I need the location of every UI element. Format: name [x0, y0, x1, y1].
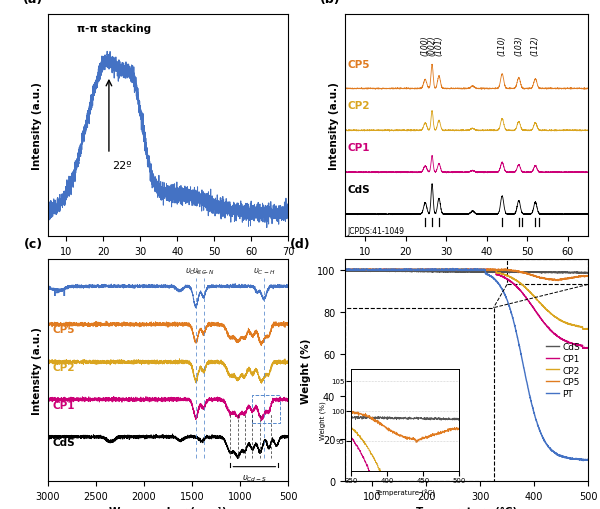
PT — [341, 267, 349, 273]
CP2 — [341, 267, 349, 273]
Text: PT: PT — [53, 287, 68, 297]
Text: $\upsilon_{Cd-S}$: $\upsilon_{Cd-S}$ — [242, 473, 267, 483]
Text: CP2: CP2 — [347, 101, 370, 111]
Text: $\upsilon_{C-H}$: $\upsilon_{C-H}$ — [253, 266, 275, 276]
CP2 — [460, 267, 467, 273]
CP2 — [577, 324, 584, 330]
CdS — [584, 270, 592, 276]
CP1 — [360, 266, 367, 272]
CdS — [453, 269, 460, 275]
CP1 — [579, 346, 586, 352]
Bar — [507, 260, 588, 285]
Bar — [345, 308, 493, 481]
CdS — [341, 268, 349, 274]
Y-axis label: Intensity (a.u.): Intensity (a.u.) — [329, 82, 340, 170]
CP5 — [577, 273, 584, 279]
CdS — [460, 269, 467, 275]
CP1 — [577, 343, 584, 349]
Legend: CdS, CP1, CP2, CP5, PT: CdS, CP1, CP2, CP5, PT — [542, 339, 583, 402]
Text: (002): (002) — [428, 36, 437, 56]
Text: CP1: CP1 — [347, 143, 370, 153]
CP2 — [394, 266, 401, 272]
X-axis label: 2θ (degree): 2θ (degree) — [432, 262, 501, 272]
CP5 — [341, 267, 349, 273]
CP1 — [460, 267, 467, 273]
PT — [449, 266, 457, 272]
Text: $\upsilon_{C=C}$: $\upsilon_{C=C}$ — [185, 266, 207, 276]
PT — [460, 267, 467, 273]
Text: (b): (b) — [320, 0, 340, 7]
Text: (d): (d) — [290, 238, 311, 251]
CP1 — [584, 345, 592, 351]
CP1 — [533, 310, 540, 316]
Text: π-π stacking: π-π stacking — [77, 24, 151, 34]
X-axis label: Wavenumber (cm⁻¹): Wavenumber (cm⁻¹) — [109, 506, 227, 509]
PT — [533, 418, 540, 425]
Text: (110): (110) — [497, 36, 506, 56]
CdS — [354, 268, 361, 274]
Text: CP1: CP1 — [53, 400, 76, 410]
CP2 — [584, 326, 592, 332]
Text: (100): (100) — [421, 36, 430, 56]
CP2 — [453, 267, 460, 273]
CP2 — [579, 327, 586, 333]
X-axis label: 2θ (degree): 2θ (degree) — [133, 262, 203, 272]
CP5 — [533, 274, 540, 280]
CP5 — [453, 267, 460, 273]
Text: CP5: CP5 — [347, 60, 370, 70]
CP5 — [350, 266, 357, 272]
Line: CP1: CP1 — [345, 269, 588, 349]
CP5 — [584, 273, 592, 279]
PT — [354, 267, 361, 273]
Text: (101): (101) — [434, 36, 443, 56]
Line: CP2: CP2 — [345, 269, 588, 330]
Text: CdS: CdS — [347, 185, 370, 195]
CP2 — [354, 267, 361, 273]
Text: 22º: 22º — [112, 161, 131, 171]
CP1 — [354, 267, 361, 273]
Line: PT: PT — [345, 269, 588, 461]
CdS — [581, 270, 588, 276]
CP2 — [577, 324, 584, 330]
Text: CP2: CP2 — [53, 362, 76, 372]
Text: (a): (a) — [23, 0, 43, 7]
PT — [577, 457, 584, 463]
CP5 — [460, 267, 467, 273]
CP2 — [533, 296, 540, 302]
Y-axis label: Weight (%): Weight (%) — [301, 337, 311, 403]
Line: CdS: CdS — [345, 271, 588, 273]
Text: (103): (103) — [514, 36, 523, 56]
CP5 — [578, 274, 585, 280]
PT — [584, 457, 592, 463]
Text: (c): (c) — [24, 238, 43, 251]
CdS — [533, 270, 540, 276]
X-axis label: Temperature (°C): Temperature (°C) — [375, 489, 435, 496]
PT — [580, 458, 587, 464]
CP5 — [354, 268, 361, 274]
CP5 — [554, 278, 562, 284]
PT — [453, 267, 460, 273]
Text: (112): (112) — [531, 36, 540, 56]
Text: CdS: CdS — [53, 437, 76, 447]
PT — [577, 457, 584, 463]
Text: $\upsilon_{C-N}$: $\upsilon_{C-N}$ — [193, 266, 215, 276]
CdS — [346, 268, 353, 274]
CP1 — [341, 267, 349, 273]
Line: CP5: CP5 — [345, 269, 588, 281]
CP1 — [577, 343, 584, 349]
CdS — [577, 270, 584, 276]
Y-axis label: Intensity (a.u.): Intensity (a.u.) — [32, 326, 43, 414]
Y-axis label: Intensity (a.u.): Intensity (a.u.) — [32, 82, 43, 170]
Text: CP5: CP5 — [53, 325, 76, 335]
X-axis label: Temperature (°C): Temperature (°C) — [416, 506, 517, 509]
Y-axis label: Weight (%): Weight (%) — [319, 401, 326, 439]
Text: JCPDS:41-1049: JCPDS:41-1049 — [347, 227, 404, 236]
CdS — [577, 270, 584, 276]
CP1 — [453, 267, 460, 273]
